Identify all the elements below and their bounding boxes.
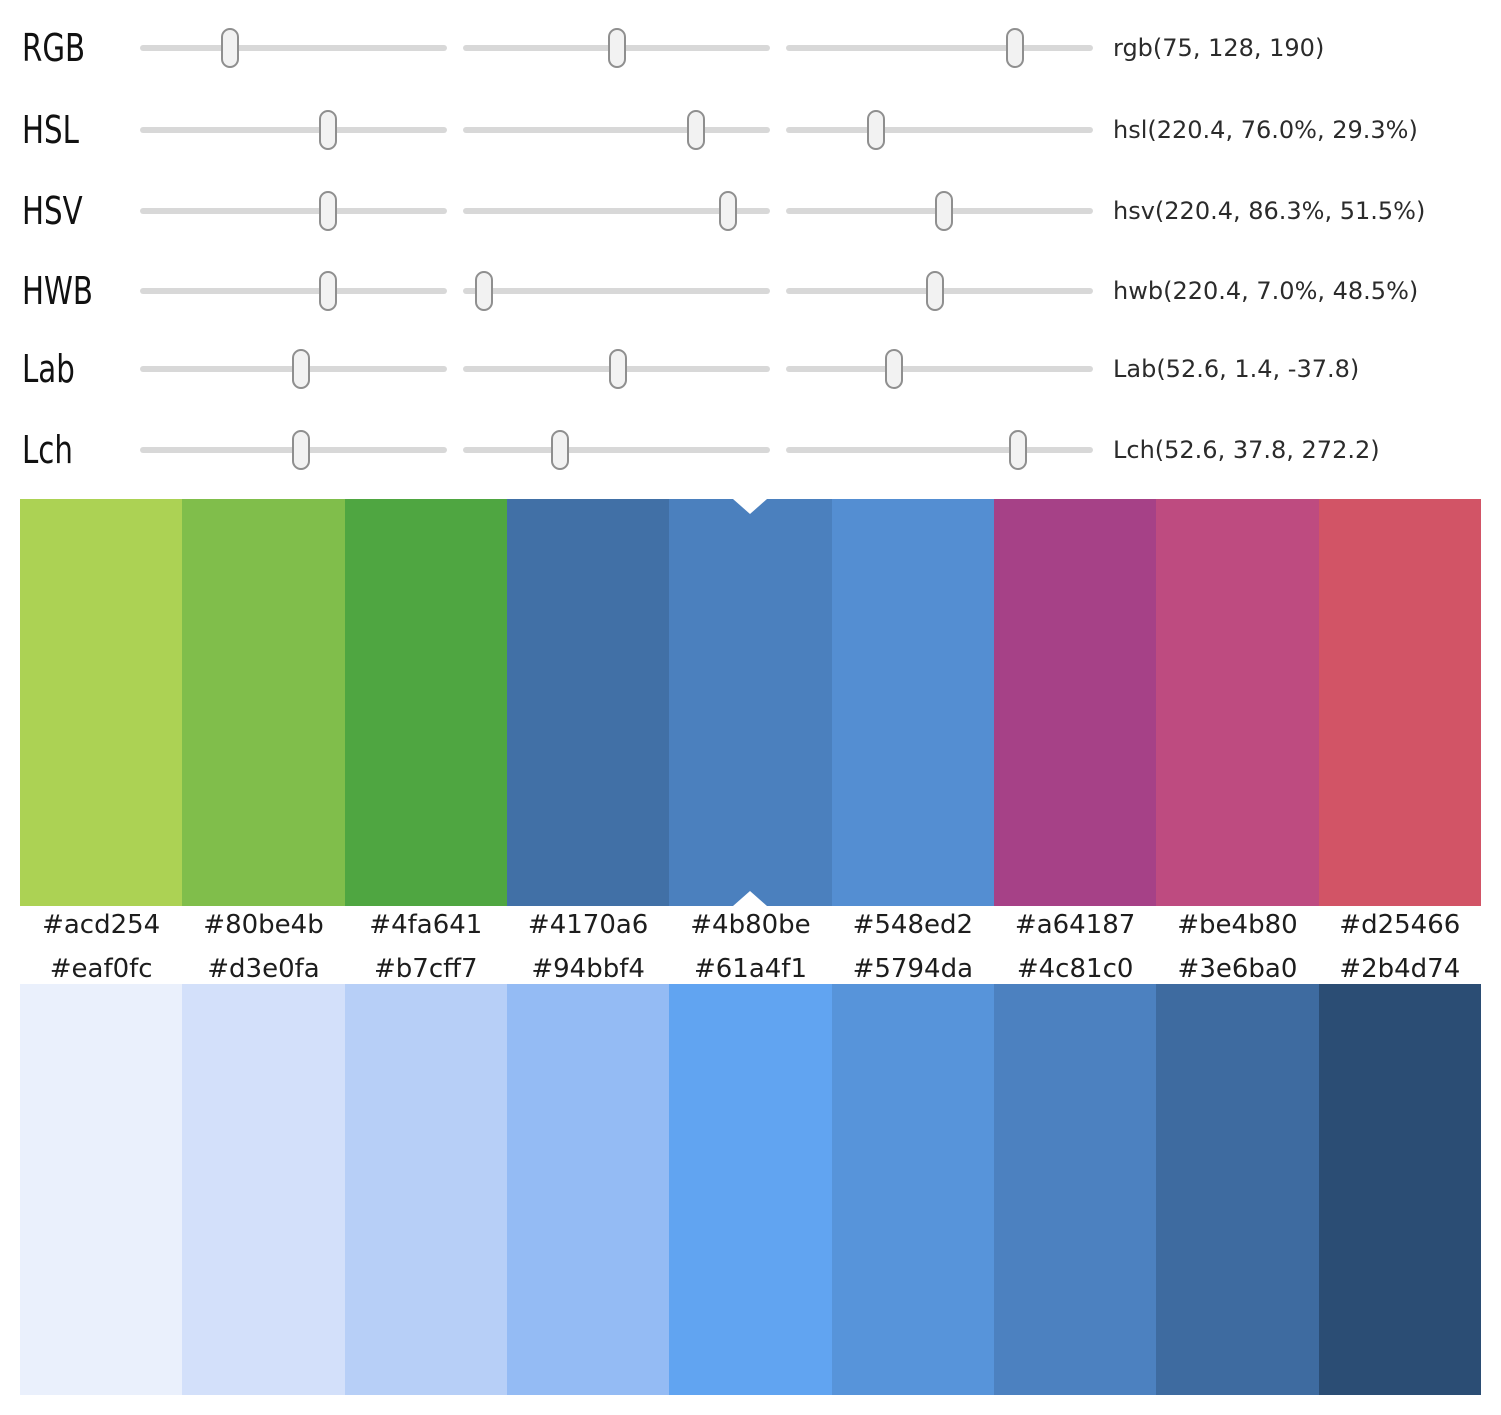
hsv-saturation-slider[interactable] (463, 191, 770, 231)
lch-chroma-slider[interactable] (463, 430, 770, 470)
hue-palette-swatch[interactable] (831, 499, 994, 906)
slider-thumb[interactable] (318, 110, 337, 150)
shade-hex-labels: #eaf0fc #d3e0fa #b7cff7 #94bbf4 #61a4f1 … (20, 949, 1481, 989)
hue-palette-swatch[interactable] (182, 499, 345, 906)
slider-row-lch: Lch Lch(52.6, 37.8, 272.2) (0, 410, 1501, 490)
shade-palette-swatch[interactable] (993, 984, 1157, 1395)
hwb-whiteness-slider[interactable] (463, 271, 770, 311)
slider-thumb[interactable] (1005, 28, 1024, 68)
shade-palette-swatch[interactable] (1156, 984, 1319, 1395)
slider-row-label: Lch (22, 428, 73, 472)
lab-value-readout: Lab(52.6, 1.4, -37.8) (1113, 355, 1360, 383)
hsl-saturation-slider[interactable] (463, 110, 770, 150)
shade-hex-label: #2b4d74 (1339, 954, 1461, 984)
hue-palette-swatch[interactable] (993, 499, 1157, 906)
shade-palette-swatch[interactable] (344, 984, 507, 1395)
slider-thumb[interactable] (925, 271, 944, 311)
hsl-hue-slider[interactable] (140, 110, 447, 150)
lch-lightness-slider[interactable] (140, 430, 447, 470)
slider-thumb[interactable] (866, 110, 885, 150)
slider-thumb[interactable] (318, 191, 337, 231)
lab-lightness-slider[interactable] (140, 349, 447, 389)
hue-hex-label: #80be4b (203, 910, 324, 940)
hwb-value-readout: hwb(220.4, 7.0%, 48.5%) (1113, 277, 1419, 305)
slider-thumb[interactable] (885, 349, 904, 389)
slider-row-lab: Lab Lab(52.6, 1.4, -37.8) (0, 329, 1501, 409)
hue-hex-label: #4170a6 (527, 910, 649, 940)
shade-hex-label: #94bbf4 (531, 954, 645, 984)
hue-hex-label: #4fa641 (369, 910, 483, 940)
slider-row-label: HSV (22, 189, 83, 233)
shade-hex-label: #b7cff7 (374, 954, 478, 984)
hue-palette-swatch[interactable] (344, 499, 507, 906)
hue-palette (20, 499, 1481, 906)
slider-thumb[interactable] (292, 430, 311, 470)
shade-palette-swatch[interactable] (669, 984, 832, 1395)
slider-thumb[interactable] (1009, 430, 1028, 470)
hue-hex-label: #4b80be (690, 910, 811, 940)
shade-hex-label: #d3e0fa (207, 954, 320, 984)
rgb-red-slider[interactable] (140, 28, 447, 68)
selected-swatch-notch-top (733, 499, 768, 514)
slider-thumb[interactable] (687, 110, 706, 150)
shade-palette-swatch[interactable] (1318, 984, 1481, 1395)
slider-thumb[interactable] (475, 271, 494, 311)
slider-row-label: HSL (22, 108, 79, 152)
slider-row-hsl: HSL hsl(220.4, 76.0%, 29.3%) (0, 90, 1501, 170)
shade-palette (20, 984, 1481, 1395)
hue-hex-labels: #acd254 #80be4b #4fa641 #4170a6 #4b80be … (20, 905, 1481, 945)
shade-hex-label: #61a4f1 (693, 954, 807, 984)
slider-row-label: Lab (22, 347, 75, 391)
slider-row-rgb: RGB rgb(75, 128, 190) (0, 8, 1501, 88)
shade-hex-label: #4c81c0 (1016, 954, 1134, 984)
rgb-blue-slider[interactable] (786, 28, 1093, 68)
lab-b-slider[interactable] (786, 349, 1093, 389)
selected-swatch-notch-bottom (733, 891, 768, 906)
slider-row-label: HWB (22, 269, 94, 313)
lab-a-slider[interactable] (463, 349, 770, 389)
lch-hue-slider[interactable] (786, 430, 1093, 470)
hsl-value-readout: hsl(220.4, 76.0%, 29.3%) (1113, 116, 1418, 144)
shade-palette-swatch[interactable] (182, 984, 345, 1395)
hue-palette-swatch[interactable] (506, 499, 670, 906)
slider-thumb[interactable] (292, 349, 311, 389)
slider-row-hwb: HWB hwb(220.4, 7.0%, 48.5%) (0, 251, 1501, 331)
slider-thumb[interactable] (608, 28, 627, 68)
hwb-hue-slider[interactable] (140, 271, 447, 311)
hsv-value-slider[interactable] (786, 191, 1093, 231)
slider-thumb[interactable] (221, 28, 240, 68)
hue-hex-label: #a64187 (1014, 910, 1136, 940)
rgb-value-readout: rgb(75, 128, 190) (1113, 34, 1325, 62)
shade-palette-swatch[interactable] (20, 984, 183, 1395)
slider-thumb[interactable] (609, 349, 628, 389)
hsv-hue-slider[interactable] (140, 191, 447, 231)
hsl-lightness-slider[interactable] (786, 110, 1093, 150)
slider-thumb[interactable] (318, 271, 337, 311)
slider-thumb[interactable] (935, 191, 954, 231)
hsv-value-readout: hsv(220.4, 86.3%, 51.5%) (1113, 197, 1426, 225)
slider-row-hsv: HSV hsv(220.4, 86.3%, 51.5%) (0, 171, 1501, 251)
hue-palette-swatch[interactable] (669, 499, 832, 906)
rgb-green-slider[interactable] (463, 28, 770, 68)
slider-thumb[interactable] (718, 191, 737, 231)
hue-palette-swatch[interactable] (20, 499, 183, 906)
hue-palette-swatch[interactable] (1318, 499, 1481, 906)
slider-thumb[interactable] (550, 430, 569, 470)
shade-hex-label: #eaf0fc (49, 954, 153, 984)
hue-hex-label: #be4b80 (1177, 910, 1298, 940)
shade-hex-label: #5794da (852, 954, 973, 984)
shade-palette-swatch[interactable] (506, 984, 670, 1395)
shade-hex-label: #3e6ba0 (1177, 954, 1298, 984)
hue-palette-swatch[interactable] (1156, 499, 1319, 906)
lch-value-readout: Lch(52.6, 37.8, 272.2) (1113, 436, 1380, 464)
hue-hex-label: #548ed2 (852, 910, 974, 940)
hue-hex-label: #acd254 (42, 910, 161, 940)
hwb-blackness-slider[interactable] (786, 271, 1093, 311)
hue-hex-label: #d25466 (1339, 910, 1461, 940)
slider-row-label: RGB (22, 26, 86, 70)
shade-palette-swatch[interactable] (831, 984, 994, 1395)
